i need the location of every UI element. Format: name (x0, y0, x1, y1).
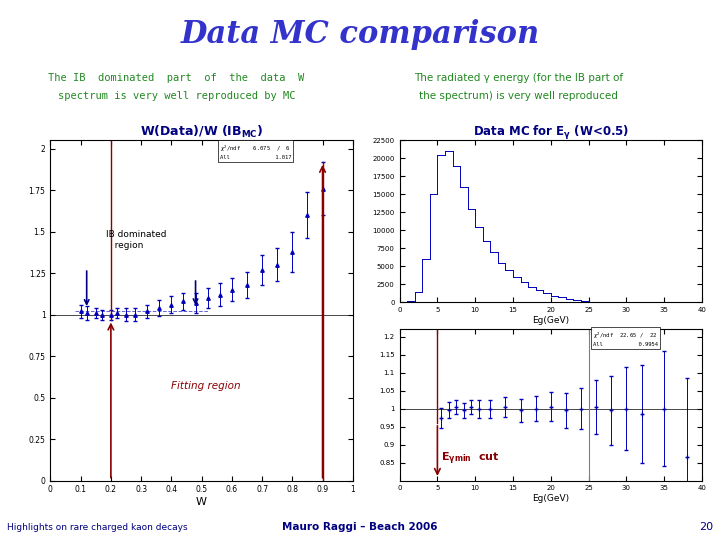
Text: Fitting region: Fitting region (171, 381, 241, 391)
Text: spectrum is very well reproduced by MC: spectrum is very well reproduced by MC (58, 91, 295, 101)
X-axis label: Eg(GeV): Eg(GeV) (532, 316, 570, 325)
Text: The radiated γ energy (for the IB part of: The radiated γ energy (for the IB part o… (414, 73, 623, 83)
Text: 20: 20 (698, 522, 713, 532)
Text: the spectrum) is very well reproduced: the spectrum) is very well reproduced (419, 91, 618, 101)
Title: Data MC for E$_{\mathbf{\gamma}}$ (W<0.5): Data MC for E$_{\mathbf{\gamma}}$ (W<0.5… (472, 124, 629, 143)
Text: IB dominated
   region: IB dominated region (107, 230, 167, 249)
Text: Data MC comparison: Data MC comparison (181, 19, 539, 50)
Text: E$_{\mathbf{\gamma min}}$  cut: E$_{\mathbf{\gamma min}}$ cut (441, 450, 500, 467)
Text: Highlights on rare charged kaon decays: Highlights on rare charged kaon decays (7, 523, 188, 532)
Text: $\chi^2$/ndf    6.075  /  6
All              1.017: $\chi^2$/ndf 6.075 / 6 All 1.017 (220, 144, 292, 160)
Text: Mauro Raggi – Beach 2006: Mauro Raggi – Beach 2006 (282, 522, 438, 532)
Title: W(Data)/W (IB$_{\mathbf{MC}}$): W(Data)/W (IB$_{\mathbf{MC}}$) (140, 124, 264, 140)
Text: $\chi^2$/ndf  22.65 /  22
All           0.9954: $\chi^2$/ndf 22.65 / 22 All 0.9954 (593, 331, 658, 347)
X-axis label: W: W (196, 497, 207, 507)
X-axis label: Eg(GeV): Eg(GeV) (532, 494, 570, 503)
Text: The IB  dominated  part  of  the  data  W: The IB dominated part of the data W (48, 73, 305, 83)
